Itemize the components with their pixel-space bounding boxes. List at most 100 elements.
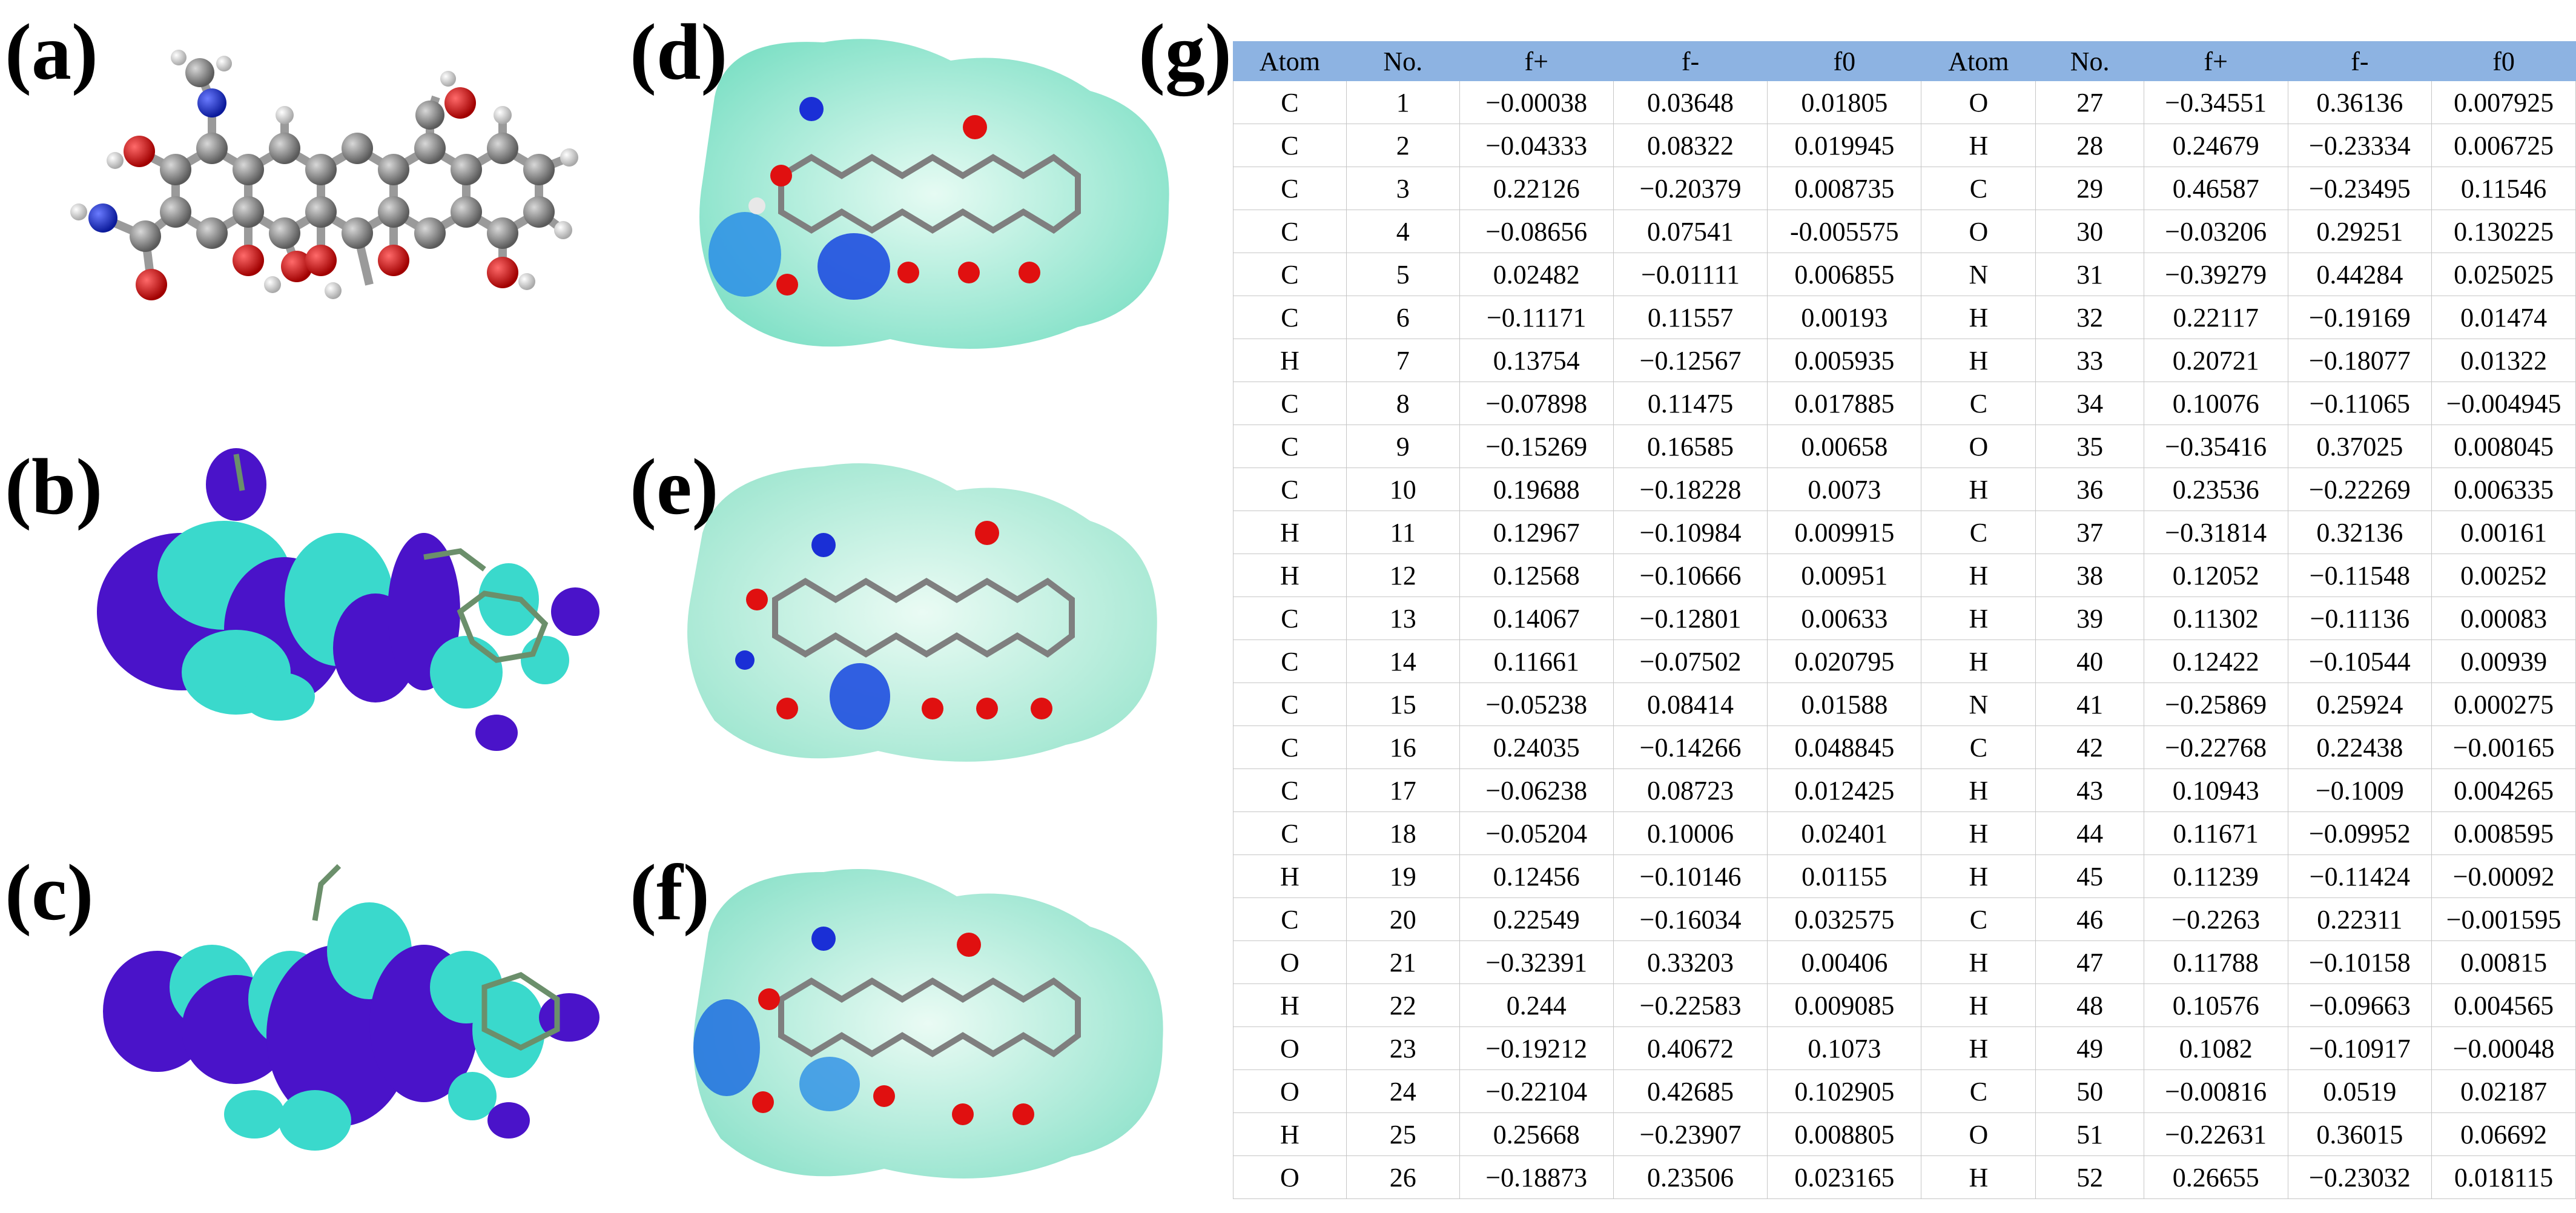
panel-label-f: (f) [630, 848, 710, 937]
table-cell: H [1921, 640, 2036, 683]
table-cell: −0.22583 [1613, 983, 1768, 1027]
table-cell: 0.11475 [1613, 382, 1768, 425]
negative-region-f1 [693, 999, 760, 1096]
table-cell: 0.0519 [2287, 1069, 2432, 1113]
table-cell: H [1921, 811, 2036, 855]
table-cell: 32 [2035, 296, 2144, 339]
table-cell: 0.02482 [1459, 253, 1614, 296]
table-cell: −0.11424 [2287, 854, 2432, 898]
table-cell: −0.11548 [2287, 554, 2432, 597]
table-cell: O [1921, 81, 2036, 124]
table-cell: C [1233, 640, 1347, 683]
table-cell: 25 [1346, 1112, 1460, 1156]
table-cell: 9 [1346, 425, 1460, 468]
table-cell: −0.10158 [2287, 940, 2432, 984]
table-cell: 0.005935 [1767, 339, 1922, 382]
table-cell: 0.11239 [2143, 854, 2288, 898]
table-row: C 6 −0.11171 0.11557 0.00193 H 32 0.22117 −0.191… [1233, 296, 2576, 339]
orbital-c [103, 864, 599, 1151]
table-cell: 0.008045 [2431, 425, 2576, 468]
table-cell: 26 [1346, 1155, 1460, 1199]
table-cell: −0.00816 [2143, 1069, 2288, 1113]
table-cell: −0.05238 [1459, 683, 1614, 726]
table-cell: 50 [2035, 1069, 2144, 1113]
table-cell: 0.009085 [1767, 983, 1922, 1027]
surface-shape-e [687, 463, 1157, 762]
table-cell: 0.40672 [1613, 1026, 1768, 1070]
table-cell: 0.009915 [1767, 511, 1922, 554]
table-cell: −0.10984 [1613, 511, 1768, 554]
table-row: C 15 −0.05238 0.08414 0.01588 N 41 −0.25869 0.25… [1233, 683, 2576, 726]
orbital-lobes-b [97, 448, 599, 751]
skeleton-c [312, 864, 560, 1051]
table-cell: 33 [2035, 339, 2144, 382]
table-cell: 0.13754 [1459, 339, 1614, 382]
table-cell: C [1233, 811, 1347, 855]
table-cell: −0.11136 [2287, 597, 2432, 640]
table-cell: C [1233, 897, 1347, 941]
table-cell: 0.08322 [1613, 124, 1768, 167]
table-cell: C [1233, 253, 1347, 296]
table-cell: 0.37025 [2287, 425, 2432, 468]
table-cell: 13 [1346, 597, 1460, 640]
table-cell: 0.22126 [1459, 167, 1614, 210]
table-cell: 17 [1346, 768, 1460, 812]
table-cell: 43 [2035, 768, 2144, 812]
table-cell: 24 [1346, 1069, 1460, 1113]
table-cell: 0.10576 [2143, 983, 2288, 1027]
table-cell: H [1921, 768, 2036, 812]
table-cell: 0.006855 [1767, 253, 1922, 296]
column-header: No. [2035, 41, 2144, 81]
skeleton-d [778, 153, 1081, 234]
table-cell: O [1921, 1112, 2036, 1156]
table-cell: 0.020795 [1767, 640, 1922, 683]
table-cell: 49 [2035, 1026, 2144, 1070]
table-cell: 0.008735 [1767, 167, 1922, 210]
column-header: f+ [1459, 41, 1614, 81]
table-cell: 0.00193 [1767, 296, 1922, 339]
column-header: f- [1613, 41, 1768, 81]
table-cell: 0.244 [1459, 983, 1614, 1027]
table-cell: H [1921, 554, 2036, 597]
negative-region-f2 [799, 1057, 860, 1111]
table-cell: C [1233, 597, 1347, 640]
table-cell: H [1921, 468, 2036, 511]
table-cell: 0.0073 [1767, 468, 1922, 511]
table-cell: 0.048845 [1767, 725, 1922, 769]
table-cell: −0.06238 [1459, 768, 1614, 812]
table-row: O 23 −0.19212 0.40672 0.1073 H 49 0.1082 −0.1091… [1233, 1026, 2576, 1070]
table-cell: 19 [1346, 854, 1460, 898]
table-cell: 0.22311 [2287, 897, 2432, 941]
table-cell: 35 [2035, 425, 2144, 468]
table-cell: 0.11661 [1459, 640, 1614, 683]
table-row: H 12 0.12568 −0.10666 0.00951 H 38 0.12052 −0.11… [1233, 554, 2576, 597]
table-cell: 0.008805 [1767, 1112, 1922, 1156]
table-cell: −0.001595 [2431, 897, 2576, 941]
table-cell: 27 [2035, 81, 2144, 124]
table-cell: C [1233, 725, 1347, 769]
table-cell: 41 [2035, 683, 2144, 726]
table-cell: 22 [1346, 983, 1460, 1027]
table-cell: 0.22438 [2287, 725, 2432, 769]
table-cell: 0.00083 [2431, 597, 2576, 640]
table-cell: C [1921, 382, 2036, 425]
table-row: C 13 0.14067 −0.12801 0.00633 H 39 0.11302 −0.11… [1233, 597, 2576, 640]
table-cell: 0.25668 [1459, 1112, 1614, 1156]
nitrogen-atoms [88, 88, 226, 233]
table-cell: −0.25869 [2143, 683, 2288, 726]
table-cell: −0.19169 [2287, 296, 2432, 339]
table-cell: C [1233, 683, 1347, 726]
table-cell: −0.004945 [2431, 382, 2576, 425]
skeleton-b [233, 454, 549, 663]
table-cell: 6 [1346, 296, 1460, 339]
panel-label-b: (b) [5, 442, 103, 531]
table-row: H 22 0.244 −0.22583 0.009085 H 48 0.10576 −0.096… [1233, 983, 2576, 1027]
table-cell: 0.025025 [2431, 253, 2576, 296]
table-row: H 25 0.25668 −0.23907 0.008805 O 51 −0.22631 0.3… [1233, 1112, 2576, 1156]
atoms-f [752, 927, 1034, 1125]
table-cell: 0.26655 [2143, 1155, 2288, 1199]
table-cell: 3 [1346, 167, 1460, 210]
table-row: C 1 −0.00038 0.03648 0.01805 O 27 −0.34551 0.361… [1233, 81, 2576, 124]
table-cell: 0.01805 [1767, 81, 1922, 124]
table-row: H 11 0.12967 −0.10984 0.009915 C 37 −0.31814 0.3… [1233, 511, 2576, 554]
